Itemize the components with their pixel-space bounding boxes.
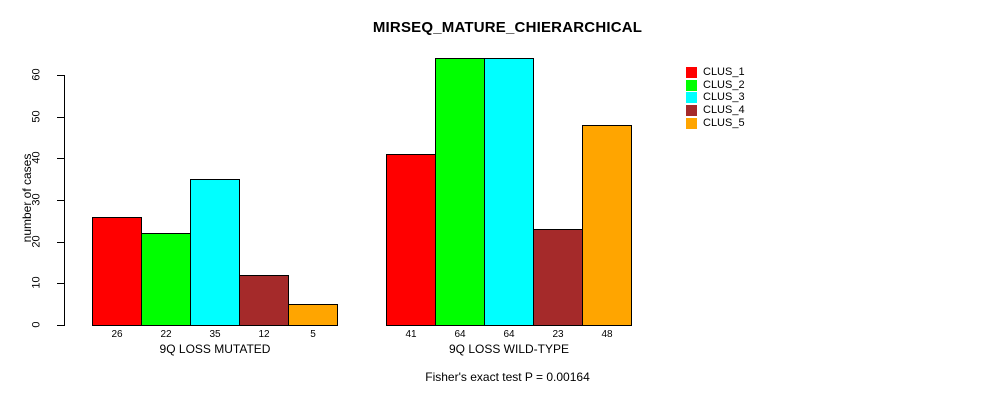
bar-clus_4	[533, 229, 583, 326]
legend-item: CLUS_3	[686, 92, 745, 105]
y-tick-label: 20	[30, 235, 43, 248]
y-tick-mark	[57, 158, 65, 159]
legend-label: CLUS_5	[703, 117, 745, 130]
bar-clus_3	[484, 58, 534, 326]
bar-clus_5	[288, 304, 338, 326]
y-tick-mark	[57, 75, 65, 76]
bar-value-label: 41	[405, 329, 417, 340]
group-label-mutated: 9Q LOSS MUTATED	[159, 342, 271, 356]
y-tick-label: 50	[30, 110, 43, 123]
legend-swatch	[686, 66, 697, 78]
bar-value-label: 5	[310, 329, 316, 340]
y-tick-label: 10	[30, 276, 43, 289]
bar-value-label: 22	[160, 329, 172, 340]
legend-swatch	[686, 79, 697, 91]
bar-clus_2	[141, 233, 191, 326]
bar-value-label: 64	[503, 329, 515, 340]
legend-label: CLUS_1	[703, 65, 745, 78]
y-tick-label: 40	[30, 151, 43, 164]
bar-value-label: 48	[601, 329, 613, 340]
legend-swatch	[686, 105, 697, 117]
y-tick-mark	[57, 117, 65, 118]
legend-label: CLUS_3	[703, 91, 745, 104]
legend-label: CLUS_4	[703, 104, 745, 117]
bar-clus_1	[386, 154, 436, 326]
bar-value-label: 35	[209, 329, 221, 340]
group-label-wildtype: 9Q LOSS WILD-TYPE	[448, 342, 570, 356]
bar-clus_2	[435, 58, 485, 326]
bar-value-label: 64	[454, 329, 466, 340]
fisher-test-footnote: Fisher's exact test P = 0.00164	[425, 370, 590, 384]
bar-clus_1	[92, 217, 142, 326]
chart-title: MIRSEQ_MATURE_CHIERARCHICAL	[372, 19, 643, 36]
legend-swatch	[686, 118, 697, 130]
legend-item: CLUS_5	[686, 117, 745, 130]
bar-value-label: 26	[111, 329, 123, 340]
legend: CLUS_1 CLUS_2 CLUS_3 CLUS_4 CLUS_5	[686, 66, 745, 130]
legend-item: CLUS_2	[686, 79, 745, 92]
bar-value-label: 23	[552, 329, 564, 340]
y-tick-mark	[57, 325, 65, 326]
y-tick-label: 0	[30, 321, 43, 328]
y-tick-label: 30	[30, 193, 43, 206]
legend-label: CLUS_2	[703, 78, 745, 91]
bar-clus_5	[582, 125, 632, 326]
y-tick-mark	[57, 283, 65, 284]
bar-value-label: 12	[258, 329, 270, 340]
legend-swatch	[686, 92, 697, 104]
legend-item: CLUS_4	[686, 104, 745, 117]
y-tick-mark	[57, 242, 65, 243]
bar-clus_4	[239, 275, 289, 326]
y-tick-label: 60	[30, 68, 43, 81]
legend-item: CLUS_1	[686, 66, 745, 79]
y-tick-mark	[57, 200, 65, 201]
bar-clus_3	[190, 179, 240, 326]
